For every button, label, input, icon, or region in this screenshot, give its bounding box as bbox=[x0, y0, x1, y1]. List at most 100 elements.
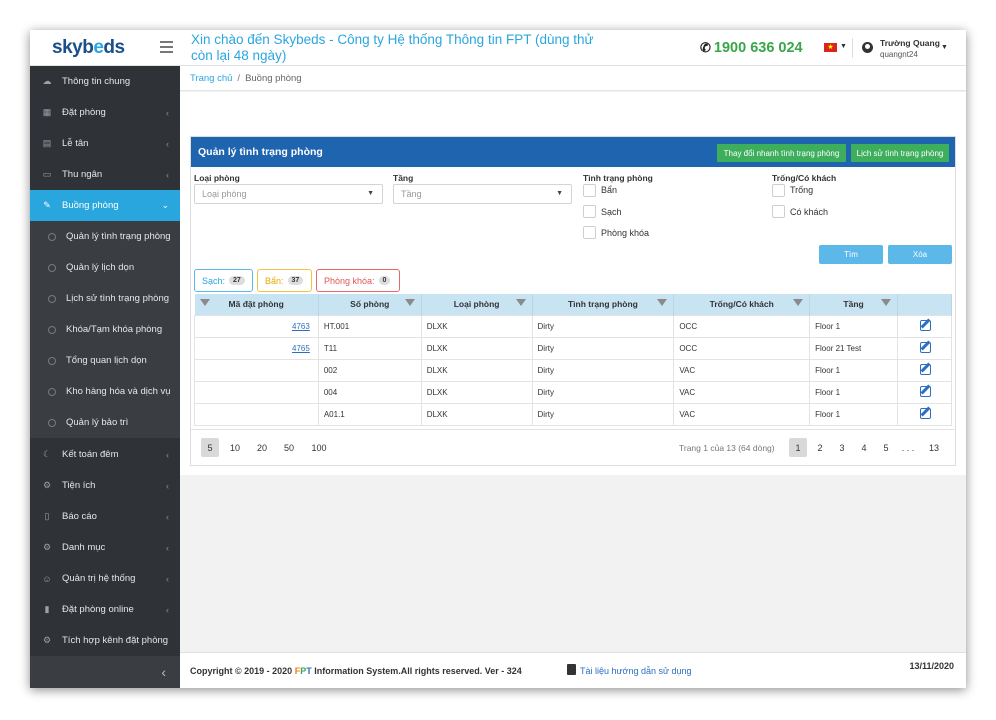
sidebar-subitem-label: Tổng quan lịch dọn bbox=[66, 355, 147, 366]
booking-code-link[interactable]: 4763 bbox=[292, 321, 310, 331]
occupancy-cell: OCC bbox=[673, 314, 811, 338]
clean-count: 27 bbox=[229, 276, 245, 285]
page-size-5[interactable]: 5 bbox=[201, 438, 219, 457]
column-header-room-number[interactable]: Số phòng bbox=[318, 294, 422, 315]
booking-code-link[interactable]: 4765 bbox=[292, 343, 310, 353]
booking-code-cell[interactable]: 4765 bbox=[194, 336, 319, 360]
status-locked-checkbox[interactable] bbox=[583, 226, 596, 239]
sidebar-item-booking[interactable]: ▦ Đặt phòng ‹ bbox=[30, 97, 180, 128]
user-name[interactable]: Trường Quang bbox=[880, 38, 940, 48]
circle-icon bbox=[48, 387, 56, 396]
user-icon[interactable] bbox=[862, 42, 873, 53]
clean-count-badge[interactable]: Sạch: 27 bbox=[194, 269, 253, 292]
page-2[interactable]: 2 bbox=[817, 442, 823, 453]
sidebar-subitem-inventory[interactable]: Kho hàng hóa và dịch vụ bbox=[30, 376, 180, 407]
calendar-icon: ▦ bbox=[42, 107, 52, 117]
edit-icon[interactable] bbox=[920, 319, 931, 331]
sidebar-subitem-cleaning-overview[interactable]: Tổng quan lịch dọn bbox=[30, 345, 180, 376]
room-status-cell: Dirty bbox=[531, 402, 675, 426]
column-header-room-type[interactable]: Loại phòng bbox=[421, 294, 533, 315]
edit-icon[interactable] bbox=[920, 341, 931, 353]
sidebar-item-online-booking[interactable]: ▮ Đặt phòng online ‹ bbox=[30, 594, 180, 625]
room-type-cell: DLXK bbox=[420, 358, 533, 382]
page-1[interactable]: 1 bbox=[789, 438, 807, 457]
occupancy-vacant-checkbox[interactable] bbox=[772, 184, 785, 197]
user-id[interactable]: quangnt24 bbox=[880, 50, 918, 59]
logo-area[interactable]: skybeds bbox=[30, 30, 180, 66]
chevron-down-icon[interactable]: ▼ bbox=[840, 43, 847, 50]
sidebar-subitem-room-status[interactable]: Quản lý tình trạng phòng bbox=[30, 221, 180, 252]
page-size-100[interactable]: 100 bbox=[311, 442, 327, 453]
sidebar-item-housekeeping[interactable]: ✎ Buồng phòng ⌄ bbox=[30, 190, 180, 221]
filter-icon[interactable] bbox=[793, 299, 804, 306]
edit-icon[interactable] bbox=[920, 363, 931, 375]
filter-icon[interactable] bbox=[404, 299, 415, 306]
table-row[interactable]: 4763 HT.001 DLXK Dirty OCC Floor 1 bbox=[194, 314, 952, 338]
filter-icon[interactable] bbox=[199, 299, 210, 306]
edit-icon[interactable] bbox=[920, 385, 931, 397]
column-header-room-status[interactable]: Tình trạng phòng bbox=[532, 294, 675, 315]
table-row[interactable]: 004 DLXK Dirty VAC Floor 1 bbox=[194, 380, 952, 404]
menu-toggle-icon[interactable] bbox=[160, 41, 173, 53]
table-header-row: Mã đặt phòng Số phòng Loại phòng Tình tr… bbox=[194, 294, 952, 315]
sidebar-collapse-button[interactable]: ‹ bbox=[30, 656, 180, 688]
column-header-floor[interactable]: Tầng bbox=[809, 294, 898, 315]
sidebar-item-label: Danh mục bbox=[62, 542, 106, 553]
sidebar-item-admin[interactable]: ☺ Quản trị hệ thống ‹ bbox=[30, 563, 180, 594]
sidebar-item-reception[interactable]: ▤ Lễ tân ‹ bbox=[30, 128, 180, 159]
status-history-button[interactable]: Lịch sử tình trạng phòng bbox=[851, 144, 949, 162]
table-row[interactable]: 4765 T11 DLXK Dirty OCC Floor 21 Test bbox=[194, 336, 952, 360]
table-row[interactable]: 002 DLXK Dirty VAC Floor 1 bbox=[194, 358, 952, 382]
page-size-10[interactable]: 10 bbox=[229, 442, 240, 453]
breadcrumb-home-link[interactable]: Trang chủ bbox=[190, 72, 233, 84]
sidebar-item-night-audit[interactable]: ☾ Kết toán đêm ‹ bbox=[30, 439, 180, 470]
edit-icon[interactable] bbox=[920, 407, 931, 419]
column-header-booking-code[interactable]: Mã đặt phòng bbox=[194, 294, 319, 315]
page-3[interactable]: 3 bbox=[839, 442, 845, 453]
table-row[interactable]: A01.1 DLXK Dirty VAC Floor 1 bbox=[194, 402, 952, 426]
chevron-down-icon[interactable]: ▼ bbox=[941, 44, 948, 51]
hotline: ✆ 1900 636 024 bbox=[700, 40, 803, 56]
dirty-count-badge[interactable]: Bẩn: 37 bbox=[257, 269, 312, 292]
vietnam-flag-icon[interactable]: ★ bbox=[824, 43, 837, 52]
column-header-actions bbox=[897, 294, 952, 315]
caret-down-icon: ▼ bbox=[367, 190, 374, 197]
status-dirty-checkbox[interactable] bbox=[583, 184, 596, 197]
sidebar-item-cashier[interactable]: ▭ Thu ngân ‹ bbox=[30, 159, 180, 190]
user-guide-link[interactable]: Tài liệu hướng dẫn sử dụng bbox=[580, 666, 692, 676]
page-13[interactable]: 13 bbox=[928, 442, 939, 453]
page-size-50[interactable]: 50 bbox=[283, 442, 294, 453]
occupancy-occupied-checkbox[interactable] bbox=[772, 205, 785, 218]
room-status-cell: Dirty bbox=[531, 380, 675, 404]
top-header: skybeds Xin chào đến Skybeds - Công ty H… bbox=[30, 30, 966, 66]
locked-count-badge[interactable]: Phòng khóa: 0 bbox=[316, 269, 400, 292]
sidebar-subitem-maintenance[interactable]: Quản lý bảo trì bbox=[30, 407, 180, 438]
sidebar-subitem-cleaning-schedule[interactable]: Quản lý lịch dọn bbox=[30, 252, 180, 283]
filter-icon[interactable] bbox=[657, 299, 668, 306]
page-size-20[interactable]: 20 bbox=[256, 442, 267, 453]
quick-change-status-button[interactable]: Thay đổi nhanh tình trạng phòng bbox=[717, 144, 846, 162]
column-header-occupancy[interactable]: Trống/Có khách bbox=[673, 294, 811, 315]
chevron-left-icon: ‹ bbox=[166, 449, 169, 460]
sidebar-item-catalog[interactable]: ⚙ Danh mục ‹ bbox=[30, 532, 180, 563]
filter-icon[interactable] bbox=[881, 299, 891, 306]
moon-icon: ☾ bbox=[42, 449, 52, 459]
clear-button[interactable]: Xóa bbox=[888, 245, 952, 264]
filter-icon[interactable] bbox=[515, 299, 526, 306]
search-button[interactable]: Tìm bbox=[819, 245, 883, 264]
sidebar-item-label: Thu ngân bbox=[62, 169, 103, 180]
logo[interactable]: skybeds bbox=[52, 37, 125, 58]
page-4[interactable]: 4 bbox=[861, 442, 867, 453]
booking-code-cell[interactable]: 4763 bbox=[194, 314, 319, 338]
sidebar-item-utilities[interactable]: ⚙ Tiện ích ‹ bbox=[30, 470, 180, 501]
room-type-select[interactable]: Loại phòng ▼ bbox=[194, 184, 383, 204]
chevron-left-icon: ‹ bbox=[166, 604, 169, 615]
sidebar-subitem-lock-room[interactable]: Khóa/Tạm khóa phòng bbox=[30, 314, 180, 345]
floor-select[interactable]: Tầng ▼ bbox=[393, 184, 572, 204]
sidebar-subitem-status-history[interactable]: Lịch sử tình trạng phòng bbox=[30, 283, 180, 314]
sidebar-item-channel-integration[interactable]: ⚙ Tích hợp kênh đặt phòng bbox=[30, 625, 180, 656]
status-clean-checkbox[interactable] bbox=[583, 205, 596, 218]
sidebar-item-reports[interactable]: ▯ Báo cáo ‹ bbox=[30, 501, 180, 532]
page-5[interactable]: 5 bbox=[883, 442, 889, 453]
sidebar-item-general[interactable]: ☁ Thông tin chung bbox=[30, 66, 180, 97]
